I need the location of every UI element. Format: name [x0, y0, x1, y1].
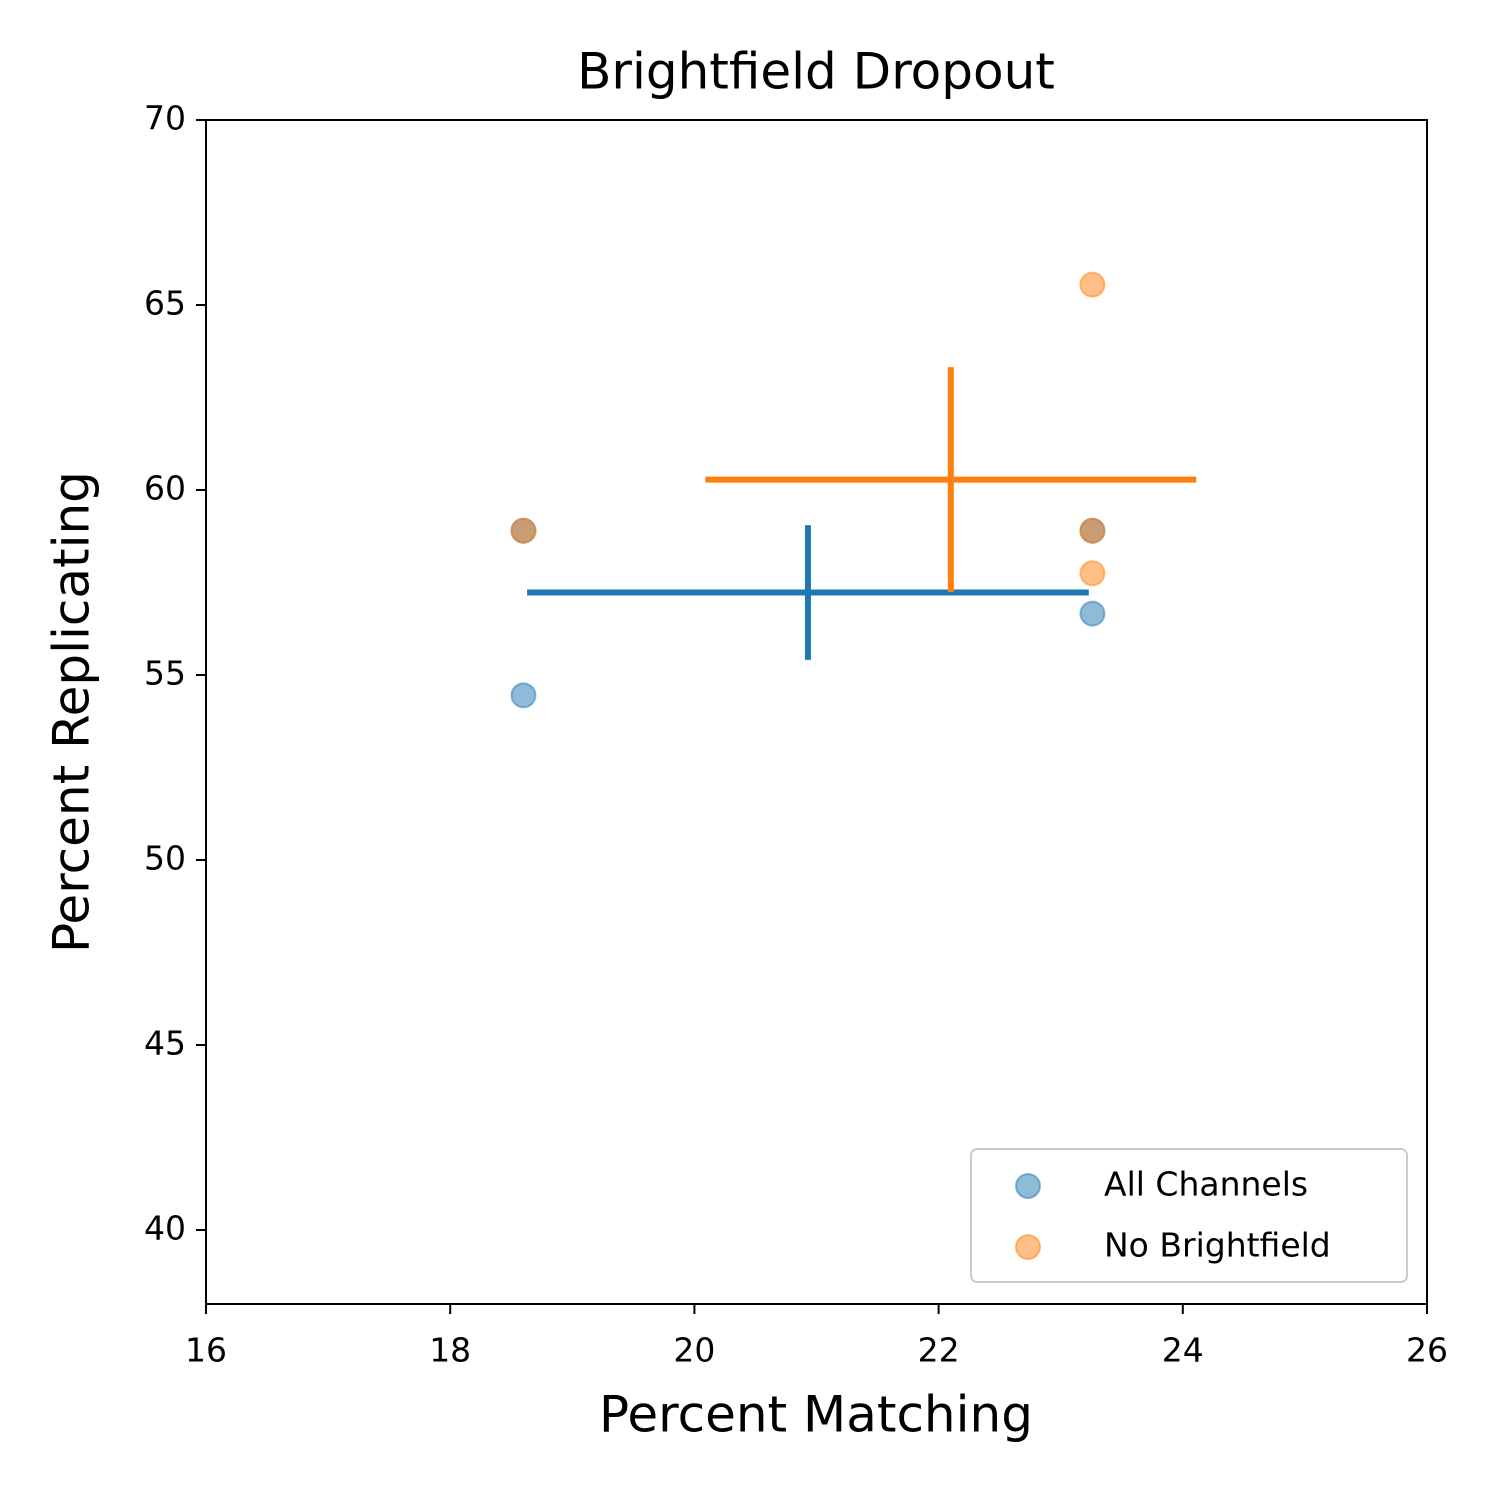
x-tick-label: 26	[1406, 1331, 1448, 1370]
y-tick-label: 50	[144, 839, 186, 878]
x-tick-label: 24	[1162, 1331, 1204, 1370]
legend-box	[970, 1148, 1408, 1283]
y-tick-label: 70	[144, 99, 186, 138]
x-tick-label: 20	[673, 1331, 715, 1370]
x-tick-label: 22	[918, 1331, 960, 1370]
legend-marker	[1015, 1234, 1041, 1260]
legend-marker	[1015, 1173, 1041, 1199]
y-tick-label: 65	[144, 284, 186, 323]
y-axis-label: Percent Replicating	[43, 471, 101, 953]
scatter-point	[510, 682, 537, 709]
plot-frame	[205, 119, 1428, 1305]
legend: All Channels No Brightfield	[970, 1148, 1408, 1283]
x-tick-label: 18	[429, 1331, 471, 1370]
x-tick-label: 16	[185, 1331, 227, 1370]
scatter-point	[1079, 271, 1106, 298]
y-tick-label: 40	[144, 1209, 186, 1248]
scatter-point	[510, 517, 537, 544]
y-tick-label: 60	[144, 469, 186, 508]
legend-label: No Brightfield	[1104, 1226, 1331, 1265]
legend-label: All Channels	[1104, 1165, 1308, 1204]
scatter-point	[1079, 600, 1106, 627]
y-tick-label: 45	[144, 1024, 186, 1063]
x-axis-label: Percent Matching	[599, 1386, 1033, 1444]
scatter-point	[1079, 517, 1106, 544]
y-tick-label: 55	[144, 654, 186, 693]
chart-title: Brightfield Dropout	[577, 43, 1055, 101]
scatter-point	[1079, 560, 1106, 587]
